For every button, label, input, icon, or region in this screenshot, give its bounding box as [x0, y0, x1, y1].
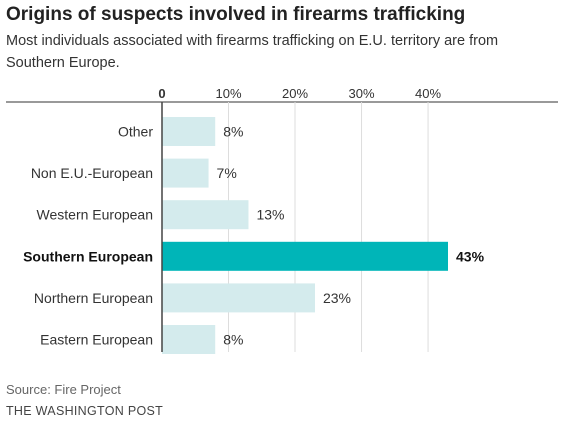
data-label: 43% [456, 248, 485, 264]
x-tick-label: 30% [349, 86, 375, 101]
bar-5 [162, 325, 216, 354]
x-tick-label: 0 [158, 86, 165, 101]
bar-2 [162, 200, 249, 230]
category-label: Non E.U.-European [31, 165, 153, 181]
category-label: Western European [37, 207, 153, 223]
x-tick-label: 40% [415, 86, 441, 101]
bar-0 [162, 117, 216, 146]
publisher-credit: THE WASHINGTON POST [6, 404, 164, 418]
bar-4 [162, 283, 315, 313]
category-label: Southern European [23, 248, 153, 264]
data-label: 8% [223, 124, 243, 140]
source-note: Source: Fire Project [6, 382, 121, 397]
bar-1 [162, 158, 209, 188]
data-label: 13% [256, 207, 284, 223]
category-label: Other [118, 124, 153, 140]
data-label: 8% [223, 332, 243, 348]
chart-subtitle: Most individuals associated with firearm… [6, 33, 499, 71]
data-label: 23% [323, 290, 351, 306]
category-label: Eastern European [40, 332, 153, 348]
bar-3 [162, 241, 448, 271]
data-label: 7% [217, 165, 237, 181]
category-label: Northern European [34, 290, 153, 306]
x-tick-label: 20% [282, 86, 308, 101]
chart-title: Origins of suspects involved in firearms… [6, 4, 466, 25]
x-tick-label: 10% [215, 86, 241, 101]
